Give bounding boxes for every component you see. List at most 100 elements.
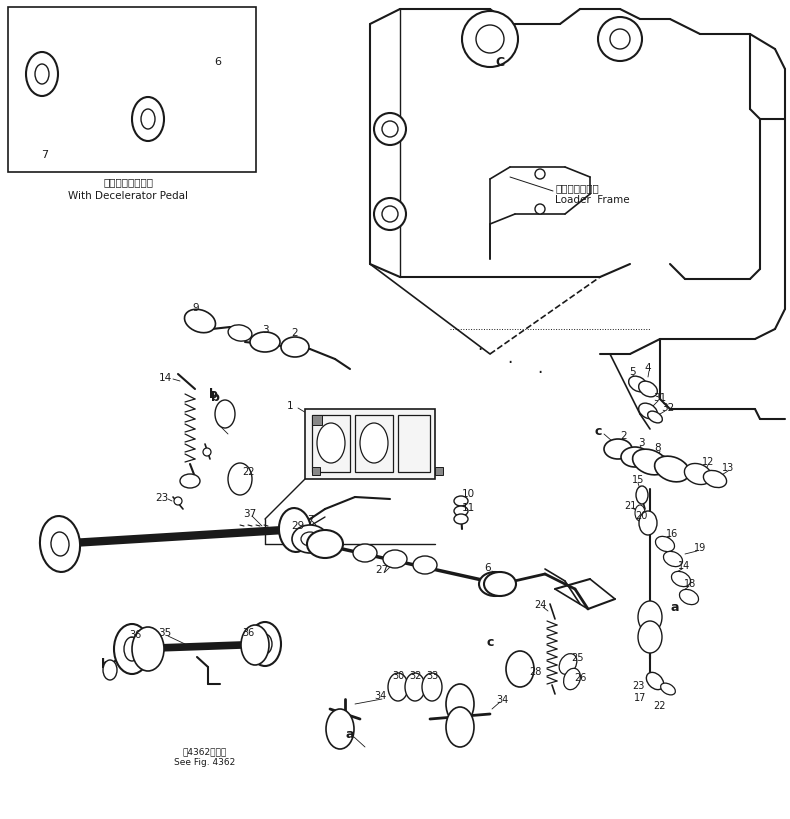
Circle shape	[462, 12, 518, 68]
Text: 34: 34	[374, 690, 386, 700]
Ellipse shape	[114, 624, 150, 674]
Text: 34: 34	[496, 695, 508, 704]
Ellipse shape	[228, 325, 252, 342]
Ellipse shape	[672, 572, 690, 587]
Ellipse shape	[484, 572, 516, 596]
Text: 30: 30	[392, 670, 404, 680]
Ellipse shape	[281, 337, 309, 358]
Ellipse shape	[446, 707, 474, 747]
Text: c: c	[594, 425, 602, 438]
Ellipse shape	[679, 590, 698, 605]
Circle shape	[535, 170, 545, 180]
Ellipse shape	[35, 65, 49, 85]
Ellipse shape	[638, 622, 662, 654]
Text: 18: 18	[684, 578, 696, 588]
Text: 13: 13	[722, 463, 734, 473]
Bar	[312, 415, 322, 426]
Ellipse shape	[635, 505, 645, 522]
Ellipse shape	[405, 673, 425, 701]
Ellipse shape	[258, 634, 272, 654]
Text: .: .	[507, 349, 513, 367]
Text: 2: 2	[621, 431, 627, 441]
Ellipse shape	[292, 525, 328, 554]
Text: Loader  Frame: Loader Frame	[555, 195, 630, 205]
Text: See Fig. 4362: See Fig. 4362	[175, 758, 235, 767]
Ellipse shape	[51, 532, 69, 556]
Bar	[398, 415, 430, 473]
Ellipse shape	[353, 545, 377, 563]
Ellipse shape	[454, 506, 468, 516]
Circle shape	[382, 206, 398, 223]
Ellipse shape	[563, 668, 581, 690]
Circle shape	[535, 205, 545, 215]
Text: a: a	[346, 727, 354, 740]
Ellipse shape	[559, 654, 577, 675]
Ellipse shape	[26, 53, 58, 97]
Circle shape	[203, 449, 211, 456]
Ellipse shape	[326, 709, 354, 749]
Ellipse shape	[446, 684, 474, 724]
Ellipse shape	[506, 651, 534, 687]
Text: 36: 36	[129, 629, 141, 639]
Circle shape	[374, 199, 406, 231]
Text: 19: 19	[694, 542, 706, 552]
Text: 14: 14	[158, 373, 171, 382]
Text: 24: 24	[534, 600, 546, 609]
Text: 6: 6	[215, 57, 221, 67]
Ellipse shape	[307, 531, 343, 559]
Ellipse shape	[656, 536, 675, 552]
Text: 26: 26	[574, 672, 586, 682]
Text: .: .	[477, 336, 483, 354]
Text: 4: 4	[645, 363, 651, 373]
Ellipse shape	[655, 457, 690, 482]
Text: .: .	[537, 359, 543, 377]
Ellipse shape	[249, 622, 281, 666]
Text: 3: 3	[261, 324, 269, 335]
Text: C: C	[495, 56, 505, 69]
Text: 21: 21	[624, 500, 636, 510]
Circle shape	[598, 18, 642, 62]
Ellipse shape	[141, 110, 155, 130]
Text: 8: 8	[655, 442, 661, 452]
Text: 17: 17	[634, 692, 646, 702]
Ellipse shape	[638, 601, 662, 633]
Text: ローダフレーム: ローダフレーム	[555, 183, 599, 192]
Ellipse shape	[413, 556, 437, 574]
Ellipse shape	[383, 550, 407, 568]
Text: b: b	[211, 391, 220, 404]
Ellipse shape	[454, 496, 468, 506]
Text: 22: 22	[654, 700, 666, 710]
Text: 6: 6	[485, 563, 491, 572]
Ellipse shape	[103, 660, 117, 680]
Bar	[8, 8, 256, 173]
Text: 9: 9	[193, 303, 199, 313]
Ellipse shape	[636, 486, 648, 505]
Ellipse shape	[132, 98, 164, 142]
Circle shape	[374, 114, 406, 146]
Text: 32: 32	[408, 670, 421, 680]
Ellipse shape	[479, 572, 511, 596]
Text: 29: 29	[292, 520, 305, 531]
Text: 23: 23	[156, 492, 168, 502]
Text: 11: 11	[461, 502, 475, 513]
Circle shape	[610, 30, 630, 50]
Text: 14: 14	[678, 560, 690, 570]
Bar	[312, 468, 320, 475]
Text: 2: 2	[292, 328, 299, 337]
Ellipse shape	[621, 447, 649, 468]
Text: 16: 16	[666, 528, 678, 538]
Ellipse shape	[638, 382, 657, 397]
Text: 31: 31	[653, 392, 667, 402]
Text: 7: 7	[307, 514, 314, 524]
Text: c: c	[487, 636, 494, 649]
Ellipse shape	[317, 423, 345, 464]
Ellipse shape	[228, 464, 252, 495]
Text: 第4362図参照: 第4362図参照	[182, 747, 228, 756]
Text: 1: 1	[287, 400, 293, 410]
Text: 32: 32	[661, 402, 675, 413]
Bar	[305, 410, 435, 479]
Ellipse shape	[241, 625, 269, 665]
Ellipse shape	[648, 412, 662, 423]
Text: 28: 28	[529, 666, 541, 676]
Text: 15: 15	[632, 474, 644, 484]
